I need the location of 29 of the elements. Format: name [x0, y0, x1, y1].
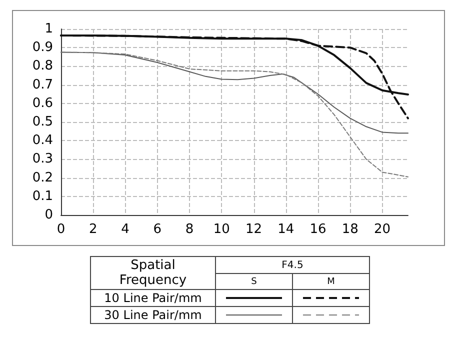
x-tick-label: 14	[278, 222, 294, 237]
y-tick-label: 0.6	[32, 96, 53, 111]
x-tick-label: 20	[374, 222, 391, 237]
x-tick-label: 16	[310, 222, 326, 237]
x-tick-label: 0	[56, 222, 66, 237]
x-tick-label: 10	[213, 222, 230, 237]
x-tick-label: 2	[88, 222, 98, 237]
x-tick-label: 8	[185, 222, 194, 237]
x-tick-label: 12	[246, 222, 262, 237]
text: F4.5	[216, 256, 370, 274]
y-tick-label: 0.9	[32, 40, 53, 56]
y-tick-label: 0.1	[32, 188, 53, 204]
y-tick-label: 0.8	[32, 58, 53, 74]
y-tick-label: 1	[44, 22, 53, 36]
text: M	[292, 274, 370, 290]
line-series	[60, 52, 408, 178]
text: 30 Line Pair/mm	[90, 306, 216, 324]
x-tick-label: 18	[342, 222, 358, 237]
text: S	[216, 274, 292, 290]
text: Spatial Frequency	[90, 256, 216, 290]
y-tick-label: 0.5	[32, 114, 53, 130]
y-tick-label: 0.7	[32, 77, 53, 92]
text: 10 Line Pair/mm	[90, 290, 216, 306]
x-tick-label: 6	[153, 222, 162, 237]
x-tick-label: 4	[121, 222, 130, 237]
y-tick-label: 0.3	[32, 152, 53, 167]
y-tick-label: 0.2	[32, 170, 53, 186]
y-tick-label: 0.4	[32, 133, 53, 148]
y-tick-label: 0	[44, 208, 53, 222]
